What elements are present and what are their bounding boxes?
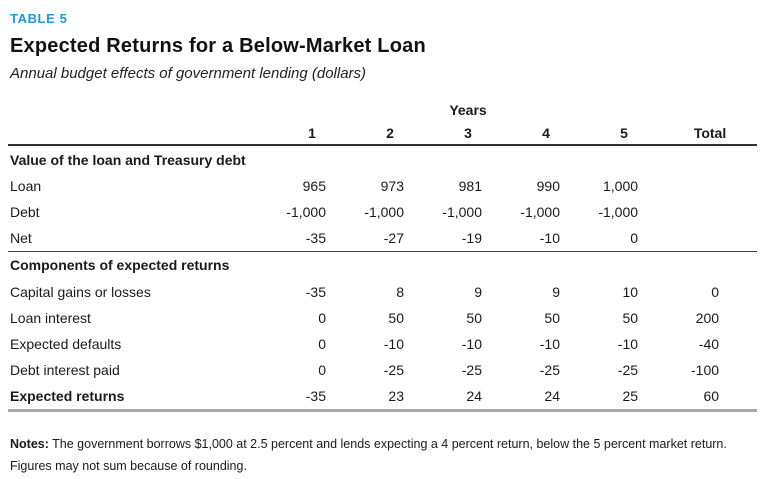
value-cell: -10 (539, 336, 560, 352)
value-cell: -1,000 (598, 204, 639, 220)
value-cell: 990 (536, 178, 560, 194)
year-col-header: 3 (429, 121, 507, 146)
year-col-header: 4 (507, 121, 585, 146)
value-cell: 9 (474, 284, 482, 300)
empty-cell (663, 97, 757, 121)
value-cell: -10 (507, 225, 585, 252)
value-cell: -1,000 (520, 204, 560, 220)
years-header-row: Years (8, 97, 757, 121)
data-table: Years 1 2 3 4 5 Total Value of the loan … (8, 97, 758, 412)
table-notes: Notes: The government borrows $1,000 at … (8, 433, 757, 477)
row-label: Debt interest paid (10, 362, 120, 378)
value-cell: -1,000 (286, 204, 326, 220)
value-cell: -35 (305, 284, 326, 300)
value-cell: -40 (698, 336, 720, 352)
section-header-label: Components of expected returns (10, 257, 230, 274)
value-cell: -25 (617, 362, 639, 378)
value-cell (663, 173, 757, 199)
value-cell: 0 (318, 336, 326, 352)
value-cell: -25 (539, 362, 560, 378)
value-cell: 0 (711, 284, 720, 300)
value-cell: -1,000 (364, 204, 404, 220)
table-row: Debt interest paid 0 -25 -25 -25 -25 -10… (8, 357, 757, 383)
row-label: Loan interest (10, 310, 91, 326)
table-row: Expected defaults 0 -10 -10 -10 -10 -40 (8, 331, 757, 357)
table-row: Net -35 -27 -19 -10 0 (8, 225, 758, 252)
value-cell: 60 (663, 383, 758, 412)
value-cell: 8 (396, 284, 404, 300)
empty-cell (8, 97, 273, 121)
notes-text: The government borrows $1,000 at 2.5 per… (10, 436, 727, 473)
value-cell: 0 (585, 225, 664, 252)
row-label: Loan (10, 178, 42, 194)
total-col-header: Total (663, 121, 758, 146)
value-cell (663, 225, 758, 252)
value-cell: -100 (691, 362, 720, 378)
value-cell: -1,000 (442, 204, 482, 220)
row-label: Capital gains or losses (10, 284, 151, 300)
value-cell: -35 (273, 383, 351, 412)
table-row: Loan 965 973 981 990 1,000 (8, 173, 757, 199)
value-cell: 200 (695, 310, 720, 326)
row-label: Expected returns (8, 383, 273, 412)
year-col-header: 1 (273, 121, 351, 146)
table-row: Debt -1,000 -1,000 -1,000 -1,000 -1,000 (8, 199, 757, 225)
year-col-header: 2 (351, 121, 429, 146)
value-cell: -10 (461, 336, 482, 352)
value-cell: 9 (552, 284, 560, 300)
table-number-kicker: TABLE 5 (10, 11, 68, 26)
row-label: Expected defaults (10, 336, 122, 352)
expected-returns-total-row: Expected returns -35 23 24 24 25 60 (8, 383, 758, 412)
value-cell: -19 (429, 225, 507, 252)
value-cell: 23 (351, 383, 429, 412)
value-cell: 50 (622, 310, 639, 326)
notes-label: Notes: (10, 436, 49, 451)
column-header-row: 1 2 3 4 5 Total (8, 121, 758, 146)
value-cell (663, 199, 757, 225)
value-cell: -25 (383, 362, 404, 378)
value-cell: 10 (622, 284, 639, 300)
year-col-header: 5 (585, 121, 664, 146)
value-cell: 0 (318, 362, 326, 378)
page-subtitle: Annual budget effects of government lend… (10, 65, 367, 82)
value-cell: 1,000 (602, 178, 639, 194)
value-cell: -10 (383, 336, 404, 352)
value-cell: 50 (544, 310, 560, 326)
value-cell: 25 (585, 383, 664, 412)
value-cell: 50 (388, 310, 404, 326)
empty-cell (8, 121, 273, 146)
value-cell: 50 (466, 310, 482, 326)
row-label: Net (8, 225, 273, 252)
value-cell: 965 (302, 178, 326, 194)
page-title: Expected Returns for a Below-Market Loan (10, 35, 426, 57)
value-cell: 973 (380, 178, 404, 194)
table-row: Loan interest 0 50 50 50 50 200 (8, 305, 757, 331)
value-cell: 0 (318, 310, 326, 326)
value-cell: 24 (429, 383, 507, 412)
value-cell: 981 (458, 178, 482, 194)
value-cell: -25 (461, 362, 482, 378)
value-cell: -10 (617, 336, 639, 352)
row-label: Debt (10, 204, 40, 220)
section-header-row: Value of the loan and Treasury debt (8, 145, 757, 173)
section-header-row: Components of expected returns (8, 251, 757, 279)
years-span-header: Years (449, 102, 487, 118)
value-cell: 24 (507, 383, 585, 412)
value-cell: -27 (351, 225, 429, 252)
table-row: Capital gains or losses -35 8 9 9 10 0 (8, 279, 757, 305)
value-cell: -35 (273, 225, 351, 252)
section-header-label: Value of the loan and Treasury debt (10, 151, 246, 168)
